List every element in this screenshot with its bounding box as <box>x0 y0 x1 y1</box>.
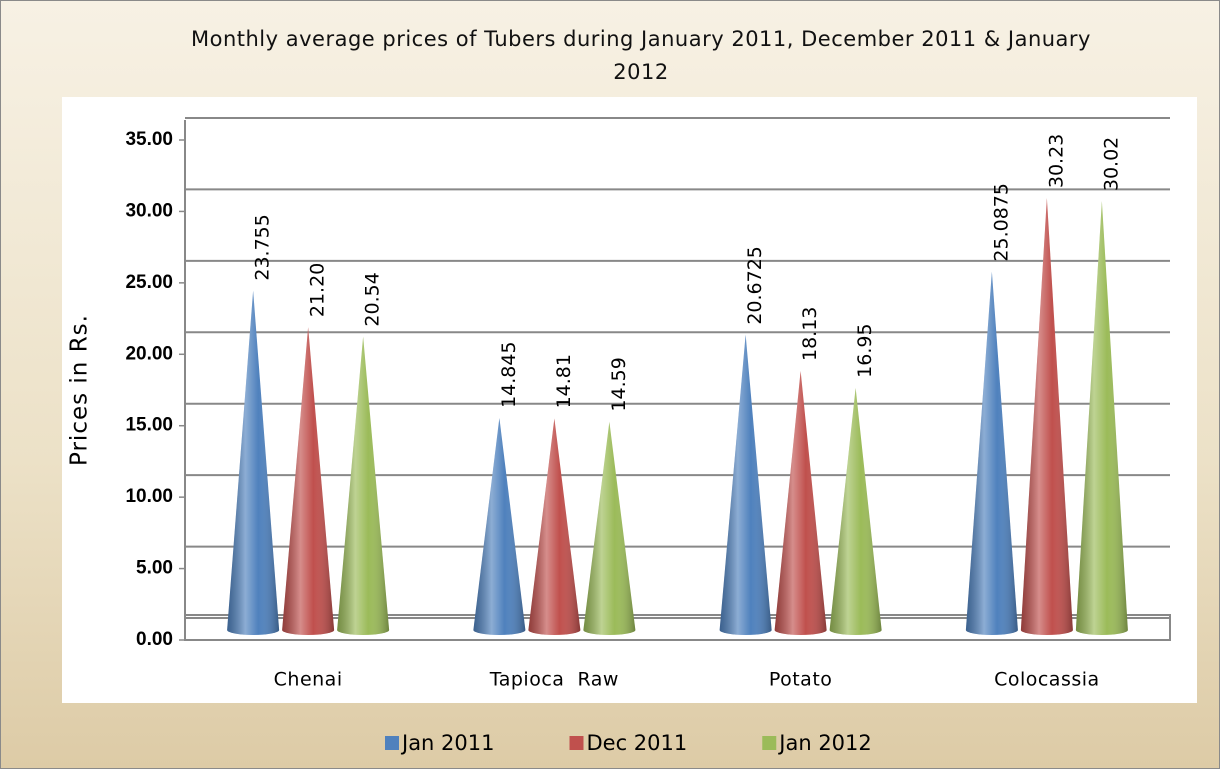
cone-shade <box>1075 201 1128 635</box>
y-tick-label: 10.00 <box>125 486 173 507</box>
cone-shade <box>583 421 636 635</box>
data-label: 21.20 <box>307 263 329 317</box>
y-axis-label: Prices in Rs. <box>67 314 93 466</box>
data-label: 30.02 <box>1100 137 1122 191</box>
data-label: 23.755 <box>252 214 274 280</box>
legend-label: Jan 2012 <box>777 731 872 755</box>
cone-shade <box>774 371 827 635</box>
data-label: 18.13 <box>799 307 821 361</box>
cone-shade <box>282 327 335 635</box>
x-tick-label: Potato <box>769 669 833 691</box>
legend-label: Jan 2011 <box>400 731 495 755</box>
data-label: 14.845 <box>498 341 520 407</box>
cone-shade <box>965 271 1018 635</box>
legend-swatch <box>385 736 399 750</box>
y-tick-label: 35.00 <box>125 129 173 150</box>
cone-shade <box>719 334 772 635</box>
data-label: 20.54 <box>362 272 384 326</box>
x-tick-label: Colocassia <box>994 669 1100 691</box>
cone-shade <box>473 417 526 635</box>
data-label: 16.95 <box>854 323 876 377</box>
legend-swatch <box>569 736 584 750</box>
data-label: 20.6725 <box>744 246 766 325</box>
data-label: 30.23 <box>1045 134 1067 188</box>
y-tick-label: 5.00 <box>136 558 173 579</box>
y-tick-label: 15.00 <box>125 415 173 436</box>
chart-title: Monthly average prices of Tubers during … <box>190 27 1091 84</box>
y-tick-label: 25.00 <box>125 272 173 293</box>
floor <box>184 614 1171 641</box>
legend-label: Dec 2011 <box>587 731 688 755</box>
x-tick-label: Tapioca Raw <box>489 669 619 691</box>
y-tick-label: 20.00 <box>125 343 173 364</box>
cone-shade <box>1020 198 1073 635</box>
data-label: 14.81 <box>553 354 575 408</box>
cone-shade <box>227 290 280 635</box>
legend-swatch <box>762 736 777 750</box>
y-tick-label: 30.00 <box>125 200 173 221</box>
y-tick-label: 0.00 <box>136 629 173 650</box>
cone-shade <box>337 336 390 635</box>
cone-shade <box>829 387 882 635</box>
cone-shade <box>528 418 581 635</box>
x-tick-label: Chenai <box>274 669 343 691</box>
data-label: 25.0875 <box>990 183 1012 262</box>
data-label: 14.59 <box>608 357 630 411</box>
